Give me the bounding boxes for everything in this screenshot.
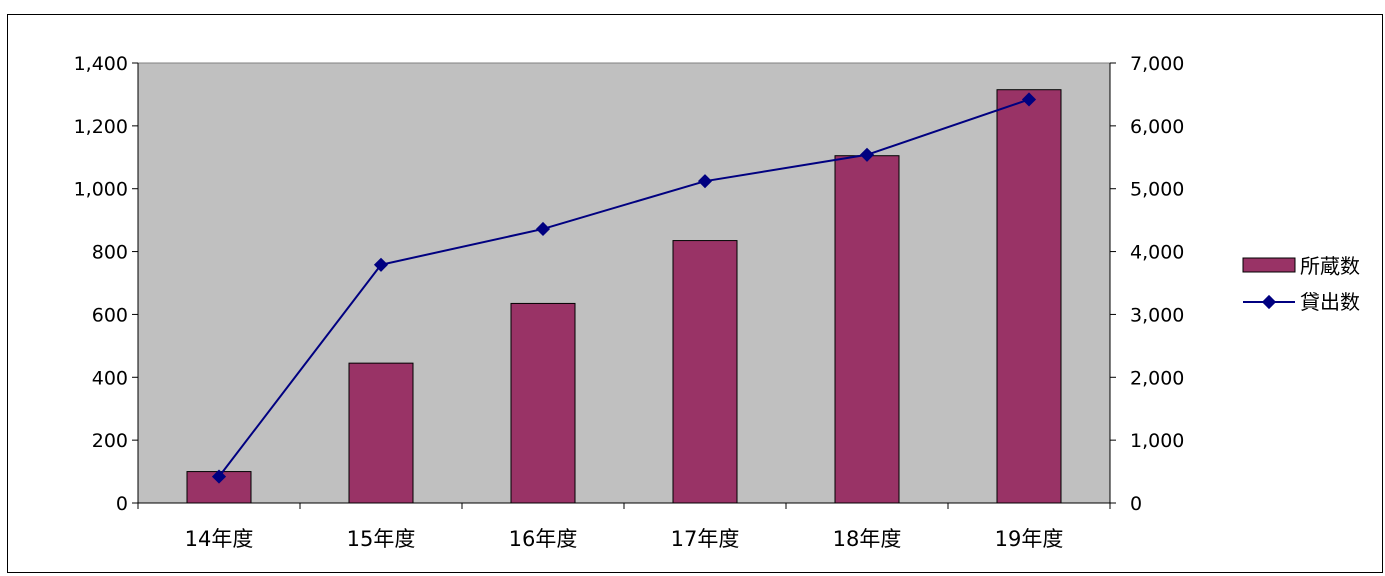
y-right-tick-label: 0 — [1130, 493, 1142, 515]
line-point — [697, 174, 713, 189]
x-tick-label: 18年度 — [833, 527, 902, 551]
legend-swatch-marker — [1261, 294, 1277, 310]
y-left-tick-label: 400 — [92, 367, 128, 389]
y-right-tick-label: 6,000 — [1130, 116, 1184, 138]
x-tick-label: 19年度 — [995, 527, 1064, 551]
legend-label-line: 貸出数 — [1300, 290, 1360, 314]
legend: 所蔵数 貸出数 — [1242, 254, 1360, 314]
line-series-group — [211, 92, 1037, 484]
y-right-tick-label: 3,000 — [1130, 304, 1184, 326]
y-right-tick-label: 7,000 — [1130, 53, 1184, 75]
legend-swatch-bar — [1242, 257, 1296, 273]
x-tick-label: 15年度 — [347, 527, 416, 551]
bar-series-group — [186, 89, 1062, 504]
x-tick-label: 16年度 — [509, 527, 578, 551]
bar — [348, 362, 414, 504]
y-right-tick-label: 5,000 — [1130, 179, 1184, 201]
y-right-tick-label: 2,000 — [1130, 367, 1184, 389]
legend-label-bar: 所蔵数 — [1300, 254, 1360, 278]
line-path — [218, 98, 1030, 478]
line-point — [211, 469, 227, 484]
y-left-tick-label: 600 — [92, 304, 128, 326]
y-left-tick-label: 200 — [92, 430, 128, 452]
bar — [672, 240, 738, 504]
y-left-tick-label: 1,400 — [74, 53, 128, 75]
bar — [510, 302, 576, 504]
y-right-tick-label: 4,000 — [1130, 242, 1184, 264]
bar — [834, 155, 900, 504]
bar — [996, 89, 1062, 504]
line-point — [373, 257, 389, 272]
y-right-tick-label: 1,000 — [1130, 430, 1184, 452]
y-left-tick-label: 800 — [92, 242, 128, 264]
axes-group: 0 200 400 600 800 1,000 1,200 1,400 0 1,000 2,000 3… — [74, 53, 1185, 551]
x-tick-label: 14年度 — [185, 527, 254, 551]
plot-area — [137, 62, 1111, 504]
line-point — [535, 221, 551, 237]
y-left-tick-label: 0 — [116, 493, 128, 515]
y-left-tick-label: 1,000 — [74, 179, 128, 201]
line-point — [1021, 92, 1037, 107]
x-tick-label: 17年度 — [671, 527, 740, 551]
line-point — [859, 147, 875, 162]
y-left-tick-label: 1,200 — [74, 116, 128, 138]
